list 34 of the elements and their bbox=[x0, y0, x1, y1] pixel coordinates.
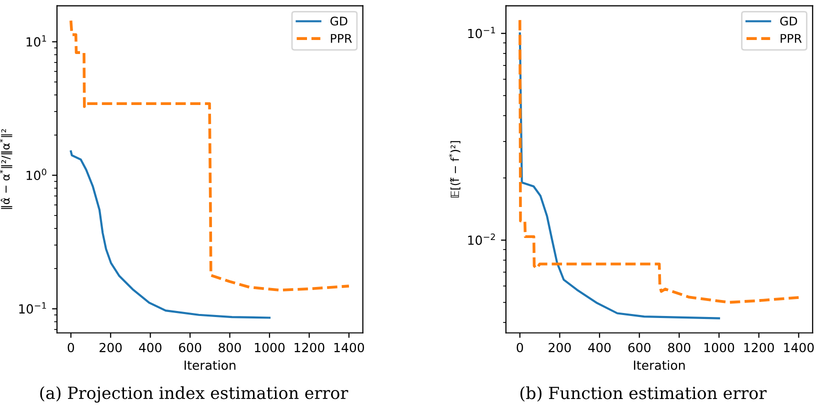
x-tick-label: 200 bbox=[100, 342, 122, 352]
y-tick-label: 10$^{1}$ bbox=[26, 35, 46, 47]
x-tick-label: 1200 bbox=[294, 342, 324, 352]
y-tick-label: 10$^{−1}$ bbox=[468, 26, 495, 38]
y-tick-label: 10$^{−2}$ bbox=[468, 234, 495, 245]
y-axis-title: ‖α̂ − α$^{*}$‖²/‖α$^{*}$‖² bbox=[0, 129, 12, 209]
x-tick-label: 1200 bbox=[744, 342, 774, 352]
y-tick-label: 10$^{−1}$ bbox=[19, 302, 46, 314]
x-axis-title: Iteration bbox=[634, 360, 685, 370]
x-tick-label: 800 bbox=[668, 342, 690, 352]
x-axis-title: Iteration bbox=[184, 360, 236, 370]
x-tick-label: 1400 bbox=[784, 342, 814, 352]
text: (a) Projection index estimation error bbox=[40, 386, 348, 403]
legend-label: GD bbox=[330, 16, 348, 26]
y-tick-label: 10$^{0}$ bbox=[26, 168, 46, 180]
legend-label: GD bbox=[780, 16, 798, 26]
text: (b) Function estimation error bbox=[520, 386, 767, 402]
x-tick-label: 200 bbox=[548, 342, 571, 352]
x-tick-label: 0 bbox=[68, 342, 74, 352]
x-tick-label: 1400 bbox=[334, 342, 364, 352]
line-series bbox=[70, 150, 271, 319]
y-axis-title: 𝔼[(f̂ − f$^{*}$)²] bbox=[448, 141, 460, 198]
legend-label: PPR bbox=[780, 34, 802, 43]
x-tick-label: 600 bbox=[179, 342, 202, 352]
line-series bbox=[518, 18, 800, 304]
x-tick-label: 400 bbox=[588, 342, 611, 352]
x-tick-label: 0 bbox=[516, 342, 524, 352]
x-tick-label: 800 bbox=[218, 342, 241, 352]
x-tick-label: 400 bbox=[139, 342, 162, 352]
legend-label: PPR bbox=[330, 34, 352, 43]
x-tick-label: 1000 bbox=[704, 342, 734, 352]
x-tick-label: 600 bbox=[628, 342, 650, 352]
x-tick-label: 1000 bbox=[254, 342, 285, 352]
line-series bbox=[518, 32, 720, 320]
